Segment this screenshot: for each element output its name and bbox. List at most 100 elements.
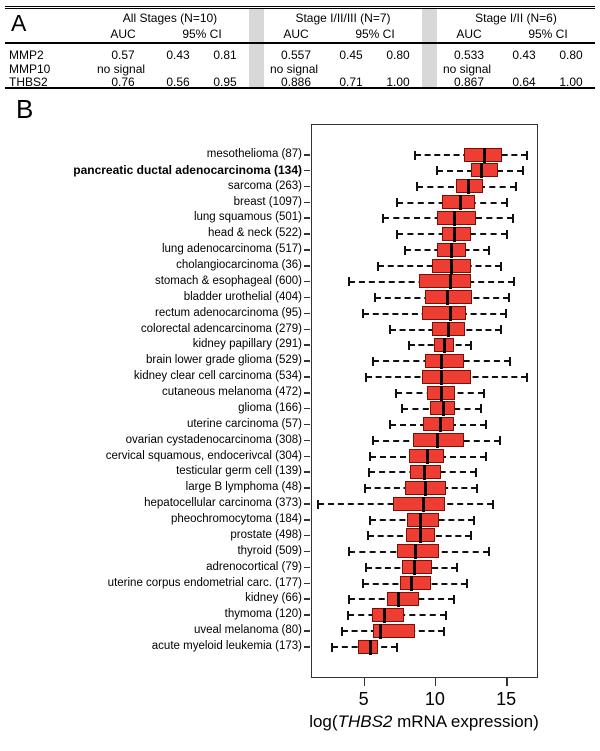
category-axis-tick [304,265,310,267]
whisker-cap-min [346,610,349,620]
column-divider-band [249,9,264,87]
median-line [440,369,444,385]
category-label: head & neck (522) [208,227,302,240]
whisker-cap-max [476,483,479,493]
median-line [425,449,429,465]
median-line [440,353,444,369]
whisker-cap-min [403,245,406,255]
whisker-cap-min [340,626,343,636]
whisker-cap-max [444,610,447,620]
category-label: kidney clear cell carcinoma (534) [133,370,302,383]
category-axis-tick [304,249,310,251]
auc-value: 0.533 [453,48,485,62]
category-label: breast (1097) [233,195,302,208]
x-axis-title: log(THBS2 mRNA expression) [273,712,575,732]
category-label: kidney (66) [245,592,302,605]
median-line [423,464,426,480]
no-signal-value: no signal [443,62,492,76]
category-label: uterine carcinoma (57) [186,417,302,430]
category-axis-tick [304,217,310,219]
category-axis-tick [304,455,310,458]
whisker-cap-min [396,229,399,239]
auc-value: 0.886 [280,75,312,89]
ci-low-value: 0.56 [166,75,190,89]
ci-low-value: 0.45 [339,48,363,62]
whisker-cap-min [362,579,365,589]
whisker-cap-min [372,436,375,446]
median-line [482,147,486,163]
whisker-cap-max [500,261,503,271]
whisker-cap-max [491,499,494,509]
category-label: pancreatic ductal adenocarcinoma (134) [73,162,302,177]
panel-a-table: A All Stages (N=10) Stage I/II/III (N=7)… [5,6,595,89]
whisker-cap-min [396,198,399,208]
category-label: adrenocortical (79) [206,560,302,573]
box [401,560,433,575]
whisker-cap-max [456,563,459,573]
category-label: lung squamous (501) [193,211,302,224]
ci-low-value: 0.64 [512,75,536,89]
median-line [418,528,422,544]
category-axis-tick [304,598,310,600]
auc-value: 0.557 [280,48,312,62]
whisker-cap-max [508,356,511,366]
whisker-cap-min [348,547,351,557]
category-axis-tick [304,582,310,585]
whisker-cap-min [376,261,379,271]
median-line [450,242,454,258]
category-label: large B lymphoma (48) [185,481,302,494]
whisker-cap-min [316,499,319,509]
x-axis-tick-label: 10 [424,689,445,709]
auc-header: AUC [283,27,309,41]
whisker-cap-max [506,229,509,239]
whisker-cap-max [506,198,509,208]
ci-header: 95% CI [182,27,222,41]
category-axis-tick [304,566,310,569]
gene-name: MMP10 [9,62,51,76]
no-signal-value: no signal [97,62,146,76]
category-axis-tick [304,392,310,394]
median-line [397,591,401,607]
category-axis-tick [304,630,310,632]
box [423,417,454,432]
category-axis-tick [304,328,310,331]
category-label: cutaneous melanoma (472) [162,386,302,399]
median-line [414,544,418,560]
box [373,623,416,638]
box [418,274,471,289]
whisker-cap-max [443,626,446,636]
whisker-cap-min [348,277,351,287]
category-axis-tick [304,185,310,188]
whisker-cap-min [369,515,372,525]
category-axis-tick [304,439,310,442]
whisker-cap-max [480,404,483,414]
category-axis-tick [304,407,310,410]
auc-value: 0.867 [453,75,485,89]
category-label: glioma (166) [238,401,302,414]
whisker-cap-max [487,245,490,255]
median-line [438,417,442,433]
whisker-cap-max [498,436,501,446]
whisker-cap-max [500,325,503,335]
median-line [368,639,372,655]
whisker-cap-max [504,309,507,319]
whisker-cap-max [470,340,473,350]
ci-high-value: 1.00 [386,75,410,89]
category-axis-tick [304,296,310,299]
median-line [421,496,425,512]
box [397,544,440,559]
whisker-cap-min [367,467,370,477]
x-axis-title-suffix: mRNA expression) [392,712,539,731]
x-axis-title-prefix: log( [309,712,338,731]
gene-name: THBS2 [9,75,48,89]
whisker-cap-max [483,388,486,398]
category-axis-tick [304,614,310,616]
whisker-cap-max [474,467,477,477]
ci-high-value: 0.80 [559,48,583,62]
median-line [448,274,452,290]
median-line [435,433,439,449]
whisker-cap-min [362,309,365,319]
whisker-cap-min [413,150,416,160]
category-axis-tick [304,233,310,235]
